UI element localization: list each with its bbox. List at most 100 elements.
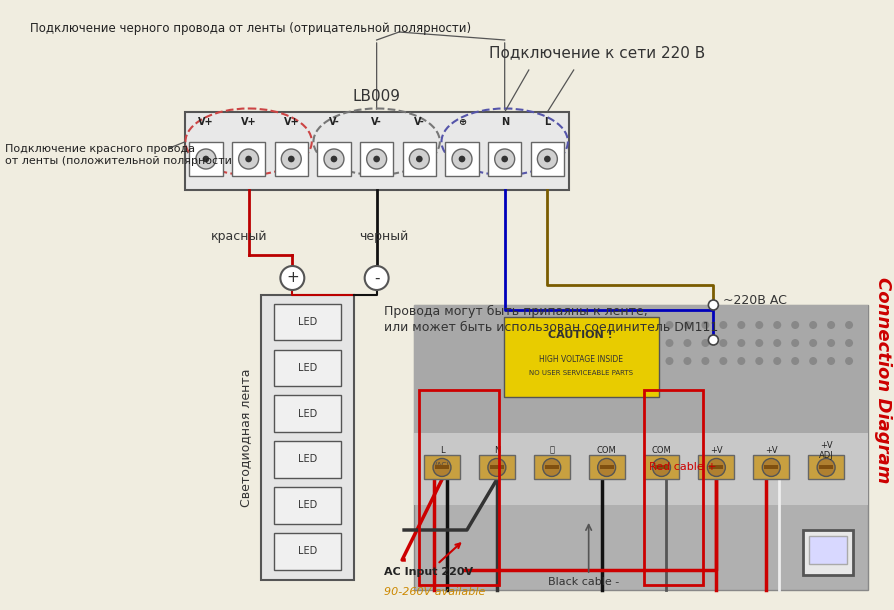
Bar <box>710 465 723 470</box>
Text: ⊕: ⊕ <box>458 117 466 127</box>
Text: LED: LED <box>299 317 317 327</box>
Circle shape <box>647 321 655 329</box>
Circle shape <box>708 300 719 310</box>
Circle shape <box>773 357 781 365</box>
Text: N: N <box>501 117 509 127</box>
Bar <box>534 456 569 479</box>
Circle shape <box>374 156 380 162</box>
Circle shape <box>708 335 719 345</box>
Bar <box>274 395 342 432</box>
Circle shape <box>282 149 301 169</box>
Text: -: - <box>374 270 379 285</box>
Circle shape <box>683 357 691 365</box>
Bar <box>588 456 625 479</box>
Bar <box>445 142 478 176</box>
Bar <box>419 390 499 585</box>
Text: +: + <box>286 270 299 285</box>
Circle shape <box>791 339 799 347</box>
Bar <box>274 487 342 523</box>
Circle shape <box>494 149 515 169</box>
Circle shape <box>543 459 561 476</box>
Bar <box>803 530 853 575</box>
Bar <box>274 533 342 570</box>
Circle shape <box>707 459 725 476</box>
Text: Black cable -: Black cable - <box>548 577 620 587</box>
Text: черный: черный <box>359 230 409 243</box>
Circle shape <box>763 459 780 476</box>
Circle shape <box>720 357 728 365</box>
Text: +V
ADJ: +V ADJ <box>819 440 833 460</box>
Text: ⏚: ⏚ <box>549 446 554 455</box>
Circle shape <box>331 156 337 162</box>
Text: Светодиодная лента: Светодиодная лента <box>239 368 252 507</box>
Circle shape <box>720 321 728 329</box>
Circle shape <box>416 156 423 162</box>
Bar <box>184 112 569 190</box>
Bar <box>754 456 789 479</box>
Bar <box>414 305 868 590</box>
Text: V+: V+ <box>198 117 214 127</box>
Circle shape <box>702 321 710 329</box>
Circle shape <box>665 357 673 365</box>
Text: ~220В AC: ~220В AC <box>723 293 788 306</box>
Text: (AC): (AC) <box>434 461 450 468</box>
Text: Connection Diagram: Connection Diagram <box>874 277 892 483</box>
Text: V+: V+ <box>240 117 257 127</box>
Text: +V: +V <box>710 446 722 455</box>
Circle shape <box>827 357 835 365</box>
Bar <box>424 456 460 479</box>
Circle shape <box>647 339 655 347</box>
Bar <box>698 456 734 479</box>
Circle shape <box>738 321 746 329</box>
Circle shape <box>502 156 508 162</box>
Bar <box>644 390 704 585</box>
Text: Подключение черного провода от ленты (отрицательной полярности): Подключение черного провода от ленты (от… <box>30 22 471 35</box>
Circle shape <box>809 339 817 347</box>
Bar <box>490 465 504 470</box>
Text: LED: LED <box>299 409 317 418</box>
Circle shape <box>452 149 472 169</box>
Text: Подключение к сети 220 В: Подключение к сети 220 В <box>489 45 705 60</box>
Circle shape <box>683 339 691 347</box>
Bar <box>414 433 868 504</box>
Circle shape <box>773 339 781 347</box>
Text: +V: +V <box>765 446 778 455</box>
Circle shape <box>845 321 853 329</box>
Circle shape <box>245 156 252 162</box>
Circle shape <box>409 149 429 169</box>
Text: COM: COM <box>597 446 617 455</box>
Bar <box>479 456 515 479</box>
Circle shape <box>755 339 763 347</box>
Bar <box>808 456 844 479</box>
Circle shape <box>773 321 781 329</box>
Circle shape <box>720 339 728 347</box>
Bar <box>360 142 393 176</box>
Text: V-: V- <box>414 117 425 127</box>
Text: V+: V+ <box>283 117 299 127</box>
Text: Провода могут быть припаяны к ленте,
или может быть использован соединитель DM11: Провода могут быть припаяны к ленте, или… <box>384 305 719 333</box>
Bar <box>274 350 342 386</box>
Bar <box>435 465 449 470</box>
Text: LB009: LB009 <box>352 89 401 104</box>
Bar <box>414 305 868 442</box>
Bar <box>809 536 848 564</box>
Circle shape <box>809 357 817 365</box>
Text: LED: LED <box>299 546 317 556</box>
Bar <box>274 304 342 340</box>
Circle shape <box>629 339 637 347</box>
Circle shape <box>288 156 295 162</box>
Circle shape <box>845 339 853 347</box>
Circle shape <box>653 459 670 476</box>
Circle shape <box>365 266 389 290</box>
Bar <box>764 465 779 470</box>
Text: Подключение красного провода
от ленты (положительной полярности: Подключение красного провода от ленты (п… <box>5 144 232 166</box>
Bar <box>274 142 308 176</box>
Text: N: N <box>493 446 500 455</box>
Circle shape <box>845 357 853 365</box>
Circle shape <box>598 459 616 476</box>
Text: LED: LED <box>299 454 317 464</box>
Bar <box>654 465 669 470</box>
Circle shape <box>629 357 637 365</box>
Text: 90-260V available: 90-260V available <box>384 587 485 597</box>
Circle shape <box>738 357 746 365</box>
